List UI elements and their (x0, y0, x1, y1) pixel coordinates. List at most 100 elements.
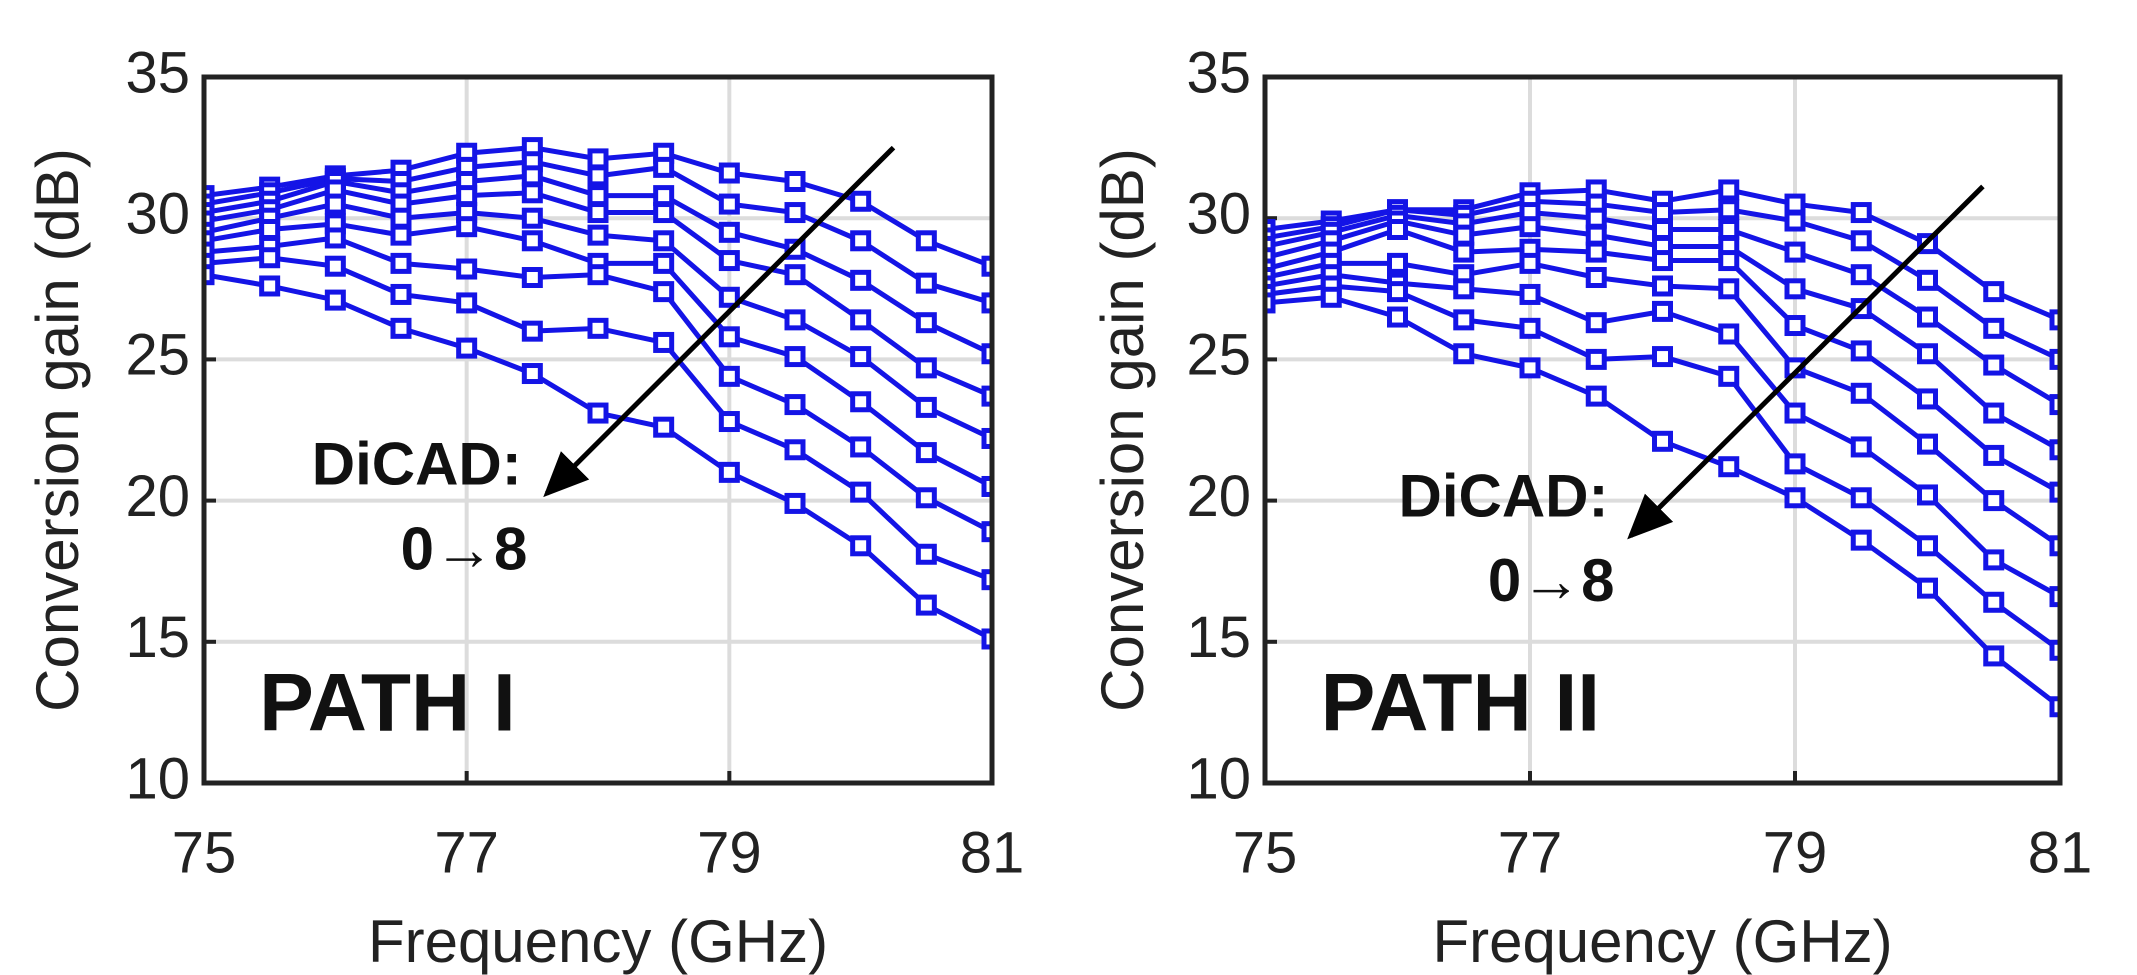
plot-frame (201, 74, 995, 786)
marker (1983, 402, 2005, 424)
x-tick-label: 75 (1233, 820, 1298, 885)
marker (204, 264, 215, 286)
marker (1453, 224, 1475, 246)
marker (587, 224, 609, 246)
marker (1983, 317, 2005, 339)
marker (1265, 292, 1276, 314)
marker (1453, 309, 1475, 331)
marker (1718, 250, 1740, 272)
marker (653, 281, 675, 303)
marker (456, 185, 478, 207)
marker (521, 165, 543, 187)
x-tick-label: 75 (172, 820, 237, 885)
marker (1585, 385, 1607, 407)
marker (587, 185, 609, 207)
marker (850, 436, 872, 458)
marker (1718, 199, 1740, 221)
marker (2049, 309, 2060, 331)
marker (1784, 278, 1806, 300)
marker (1519, 252, 1541, 274)
marker (653, 416, 675, 438)
y-tick-label: 10 (1186, 746, 1251, 811)
panel-label: PATH II (1321, 658, 1600, 749)
marker (1265, 247, 1276, 269)
marker (1718, 456, 1740, 478)
marker (2049, 348, 2060, 370)
marker (653, 202, 675, 224)
marker (1652, 346, 1673, 368)
marker (390, 207, 412, 229)
marker (1850, 382, 1872, 404)
marker (324, 255, 346, 277)
marker (718, 193, 740, 215)
marker (784, 394, 806, 416)
marker (1983, 354, 2005, 376)
marker (1718, 278, 1740, 300)
marker (784, 264, 806, 286)
marker (1917, 535, 1938, 557)
marker (718, 250, 740, 272)
marker (1784, 241, 1806, 263)
marker (1850, 230, 1872, 252)
marker (1784, 193, 1806, 215)
marker (2049, 535, 2060, 557)
annotation: 0→8 (1488, 547, 1615, 614)
marker (587, 148, 609, 170)
marker (587, 202, 609, 224)
y-tick-label: 35 (1186, 40, 1251, 105)
marker (2049, 481, 2060, 503)
marker (2049, 639, 2060, 661)
marker (1917, 433, 1938, 455)
marker (1983, 281, 2005, 303)
y-tick-label: 15 (125, 605, 190, 670)
marker (653, 156, 675, 178)
marker (1850, 529, 1872, 551)
marker (521, 363, 543, 385)
marker (653, 252, 675, 274)
marker (1585, 241, 1607, 263)
marker (1652, 250, 1673, 272)
annotation: DiCAD: (312, 431, 522, 498)
marker (1652, 202, 1673, 224)
y-tick-label: 25 (1186, 323, 1251, 388)
marker (1718, 179, 1740, 201)
marker (981, 569, 992, 591)
marker (1585, 207, 1607, 229)
marker (1265, 235, 1276, 257)
marker (850, 535, 872, 557)
x-tick-label: 79 (697, 820, 762, 885)
marker (390, 317, 412, 339)
marker (1585, 267, 1607, 289)
marker (259, 218, 281, 240)
marker (1784, 453, 1806, 475)
marker (1387, 252, 1408, 274)
x-axis-label: Frequency (GHz) (1432, 908, 1892, 975)
marker (1585, 348, 1607, 370)
marker (521, 320, 543, 342)
plot-series (1265, 179, 2060, 718)
marker (653, 331, 675, 353)
marker (784, 492, 806, 514)
marker (784, 346, 806, 368)
marker (1519, 357, 1541, 379)
marker (915, 442, 937, 464)
marker (456, 258, 478, 280)
marker (1917, 388, 1938, 410)
marker (1917, 577, 1938, 599)
marker (456, 216, 478, 238)
marker (1917, 484, 1938, 506)
marker (1585, 312, 1607, 334)
marker (718, 286, 740, 308)
marker (850, 269, 872, 291)
marker (1850, 340, 1872, 362)
marker (1850, 436, 1872, 458)
marker (1652, 218, 1673, 240)
marker (390, 283, 412, 305)
marker (324, 193, 346, 215)
marker (1784, 487, 1806, 509)
marker (718, 162, 740, 184)
marker (915, 487, 937, 509)
marker (981, 255, 992, 277)
marker (521, 230, 543, 252)
marker (1585, 224, 1607, 246)
